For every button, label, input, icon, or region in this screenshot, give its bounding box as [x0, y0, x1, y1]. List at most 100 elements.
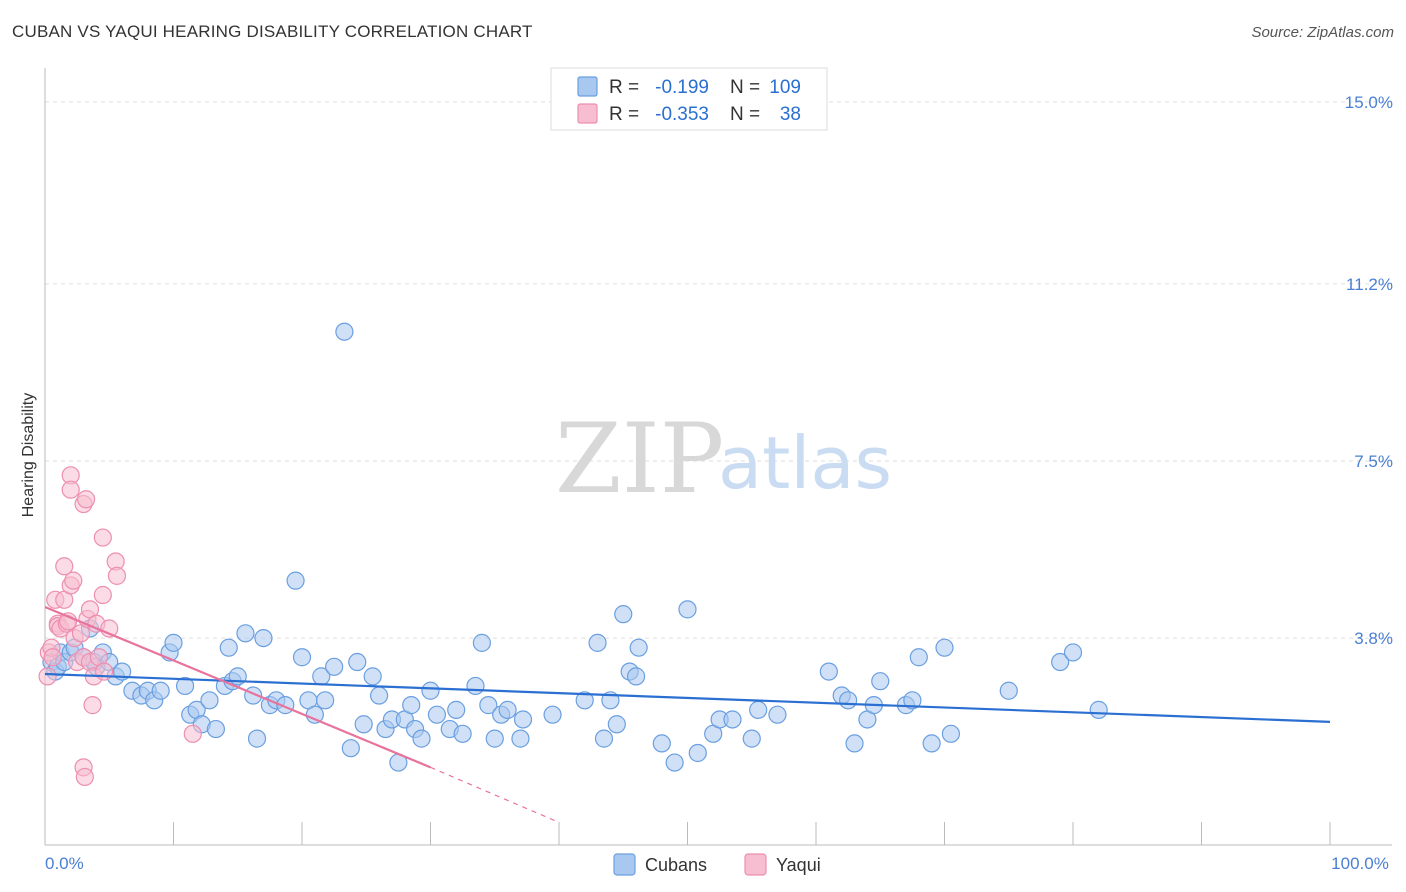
data-point-cubans: [200, 691, 219, 710]
data-point-yaqui: [43, 648, 62, 667]
data-point-cubans: [485, 729, 504, 748]
data-point-cubans: [678, 600, 697, 619]
x-tick-labels: 0.0% 100.0%: [45, 854, 1389, 873]
data-point-cubans: [247, 729, 267, 748]
data-point-cubans: [219, 638, 238, 657]
data-point-cubans: [286, 571, 305, 590]
data-point-cubans: [421, 681, 440, 700]
data-point-cubans: [453, 724, 472, 743]
legend-r-label-yaqui: R =: [609, 104, 639, 125]
data-point-yaqui: [75, 767, 94, 787]
data-point-cubans: [614, 605, 633, 624]
trend-line-cubans: [44, 672, 1331, 723]
legend-n-value-cubans: 109: [769, 77, 801, 98]
data-point-cubans: [164, 633, 183, 652]
data-point-cubans: [652, 734, 671, 753]
data-point-cubans: [341, 739, 360, 758]
legend-n-value-yaqui: 38: [780, 104, 801, 125]
data-point-cubans: [1051, 652, 1070, 672]
data-point-yaqui: [77, 490, 96, 509]
series-yaqui-points: [38, 466, 202, 787]
data-point-cubans: [412, 729, 431, 748]
data-point-yaqui: [93, 585, 112, 605]
data-point-cubans: [922, 734, 941, 753]
data-point-yaqui: [95, 662, 114, 681]
data-point-cubans: [819, 662, 838, 681]
data-point-yaqui: [93, 528, 112, 547]
y-tick-label: 15.0%: [1345, 93, 1393, 112]
data-point-yaqui: [107, 566, 127, 585]
legend-n-label-yaqui: N =: [730, 104, 760, 125]
legend-n-label-cubans: N =: [730, 77, 760, 98]
data-point-cubans: [543, 705, 562, 724]
y-tick-label: 3.8%: [1354, 629, 1393, 648]
data-point-cubans: [845, 734, 864, 753]
y-tick-label: 11.2%: [1346, 275, 1393, 294]
data-point-cubans: [575, 691, 594, 710]
data-point-cubans: [909, 648, 928, 667]
legend-swatch-yaqui: [577, 103, 598, 124]
data-point-cubans: [742, 729, 761, 748]
gridlines: [45, 101, 1392, 639]
data-point-cubans: [472, 633, 491, 652]
data-point-cubans: [479, 696, 498, 715]
data-point-cubans: [665, 753, 684, 772]
data-point-cubans: [513, 710, 533, 729]
legend-r-value-yaqui: -0.353: [655, 104, 709, 125]
legend-r-value-cubans: -0.199: [655, 77, 709, 98]
bottom-legend-swatch-yaqui: [744, 853, 767, 876]
data-point-yaqui: [38, 667, 57, 686]
data-point-cubans: [151, 681, 170, 700]
data-point-cubans: [768, 705, 787, 724]
source-label: Source: ZipAtlas.com: [1251, 24, 1394, 41]
x-tick-label: 100.0%: [1331, 854, 1389, 873]
data-point-cubans: [325, 657, 344, 676]
chart-title: CUBAN VS YAQUI HEARING DISABILITY CORREL…: [12, 22, 533, 41]
data-point-cubans: [588, 633, 607, 652]
data-point-cubans: [370, 686, 389, 705]
data-point-cubans: [466, 676, 485, 696]
x-tick-label: 0.0%: [45, 854, 84, 873]
watermark-atlas: atlas: [718, 421, 892, 505]
trend-lines: [44, 605, 1331, 823]
bottom-legend: Cubans Yaqui: [613, 853, 821, 876]
bottom-legend-label-cubans: Cubans: [645, 855, 707, 875]
data-point-yaqui: [61, 480, 80, 499]
data-point-yaqui: [183, 724, 202, 743]
y-tick-labels: 3.8% 7.5% 11.2% 15.0%: [1345, 93, 1393, 648]
data-point-cubans: [594, 729, 614, 748]
series-cubans-points: [42, 322, 1108, 772]
data-point-cubans: [839, 691, 858, 710]
data-point-cubans: [749, 700, 768, 719]
data-point-cubans: [871, 672, 890, 691]
data-point-cubans: [999, 681, 1018, 700]
data-point-cubans: [348, 652, 367, 672]
data-point-cubans: [447, 700, 466, 719]
data-point-yaqui: [59, 612, 78, 631]
data-point-cubans: [316, 691, 335, 710]
data-point-cubans: [1063, 643, 1083, 662]
bottom-legend-swatch-cubans: [613, 853, 636, 876]
data-point-cubans: [723, 710, 742, 729]
data-point-cubans: [254, 628, 273, 648]
data-point-cubans: [175, 676, 195, 696]
data-point-cubans: [1089, 700, 1108, 719]
data-point-cubans: [354, 715, 373, 734]
data-point-cubans: [626, 667, 646, 686]
data-point-cubans: [688, 743, 707, 763]
data-point-cubans: [363, 667, 382, 686]
legend-box: R = -0.199 N = 109 R = -0.353 N = 38: [550, 67, 828, 131]
watermark-zip: ZIP: [555, 403, 724, 515]
data-point-cubans: [629, 638, 648, 657]
data-point-cubans: [236, 624, 255, 643]
data-point-cubans: [941, 724, 961, 743]
data-point-cubans: [206, 719, 226, 739]
data-point-cubans: [292, 648, 312, 667]
trend-line-extension-yaqui: [430, 766, 560, 823]
data-point-yaqui: [55, 557, 74, 576]
data-point-cubans: [935, 638, 954, 657]
y-axis-label: Hearing Disability: [20, 393, 37, 518]
data-point-cubans: [335, 322, 354, 341]
data-point-cubans: [511, 729, 530, 748]
